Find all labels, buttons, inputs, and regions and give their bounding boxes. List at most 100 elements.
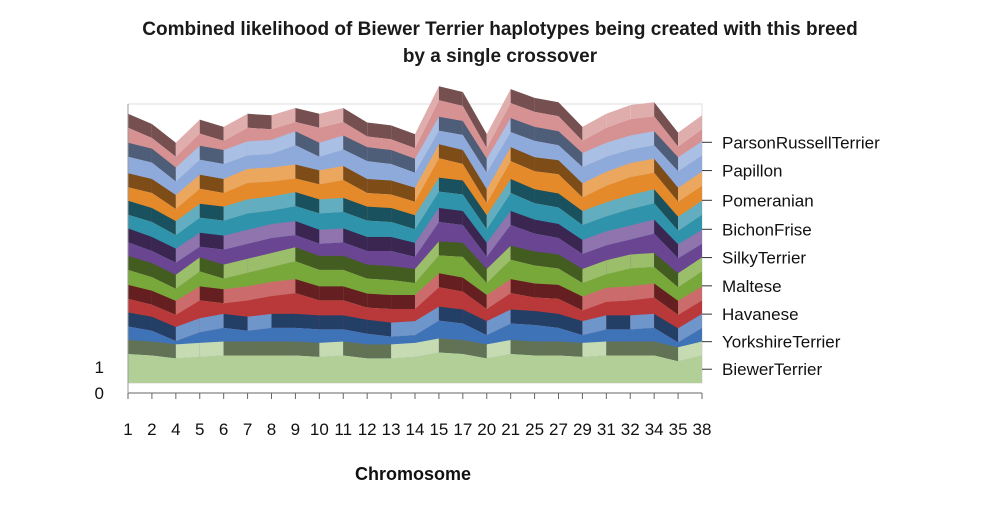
series-yorkshireterrier-top-segment-11 — [343, 315, 368, 334]
series-bichonfrise-top-segment-9 — [295, 192, 320, 214]
legend-label-havanese: Havanese — [722, 305, 799, 324]
x-tick-label-6: 6 — [219, 420, 228, 439]
series-maltese-top-segment-6 — [223, 258, 248, 279]
series-yorkshireterrier-top-segment-15 — [438, 306, 463, 324]
series-maltese-top-segment-5 — [199, 257, 224, 279]
series-bichonfrise-top-segment-29 — [582, 202, 607, 225]
series-biewerterrier-top-segment-4 — [175, 342, 200, 359]
series-papillon-top-segment-6 — [223, 141, 248, 165]
series-bichonfrise-top-segment-20 — [486, 179, 511, 230]
series-havanese-top-segment-17 — [462, 277, 487, 310]
series-bichonfrise-top-segment-7 — [247, 196, 272, 214]
series-silkyterrier-top-segment-9 — [295, 221, 320, 244]
series-yorkshireterrier-top-segment-1 — [128, 312, 152, 331]
series-papillon-top-segment-4 — [175, 145, 200, 182]
series-parsonrussellterrier-top-segment-34 — [654, 102, 679, 147]
series-havanese-top-segment-31 — [606, 286, 631, 302]
series-papillon-top-segment-10 — [319, 135, 344, 157]
series-parsonrussellterrier-top-segment-15 — [438, 86, 463, 107]
x-tick-label-15: 15 — [429, 420, 448, 439]
series-maltese-top-segment-2 — [151, 263, 176, 289]
series-pomeranian-top-segment-6 — [223, 168, 248, 194]
series-havanese-top-segment-7 — [247, 282, 272, 301]
series-papillon-top-segment-15 — [438, 116, 463, 136]
series-yorkshireterrier-top-segment-9 — [295, 313, 320, 330]
series-maltese-top-segment-8 — [271, 247, 296, 267]
series-pomeranian-top-segment-32 — [630, 158, 655, 178]
series-havanese-top-segment-14 — [415, 273, 439, 310]
series-maltese — [128, 241, 702, 315]
series-parsonrussellterrier-top-segment-1 — [128, 113, 152, 138]
series-pomeranian-top-segment-11 — [343, 166, 368, 194]
series-maltese-top-segment-34 — [654, 253, 679, 288]
series-biewerterrier-top-segment-27 — [558, 341, 583, 357]
series-silkyterrier-top-segment-29 — [582, 231, 607, 254]
series-pomeranian-top-segment-21 — [510, 147, 535, 172]
plot-area — [127, 86, 703, 384]
series-pomeranian-top-segment-10 — [319, 166, 344, 185]
series-bichonfrise-top-segment-2 — [151, 208, 176, 236]
series-pomeranian-top-segment-5 — [199, 174, 224, 194]
y-tick-label-0: 0 — [95, 384, 104, 403]
series-pomeranian-top-segment-7 — [247, 167, 272, 183]
series-bichonfrise-top-segment-35 — [678, 200, 702, 231]
series-bichonfrise-top-segment-11 — [343, 197, 368, 221]
series-biewerterrier-top-segment-14 — [415, 338, 439, 357]
series-biewerterrier-top-segment-5 — [199, 341, 224, 357]
series-papillon-top-segment-14 — [415, 116, 439, 173]
series-maltese-top-segment-17 — [462, 242, 487, 283]
series-maltese-area — [128, 255, 702, 315]
series-havanese-top-segment-27 — [558, 284, 583, 311]
series-biewerterrier-area — [128, 352, 702, 383]
series-yorkshireterrier-top-segment-31 — [606, 315, 631, 330]
series-papillon-top-segment-34 — [654, 131, 679, 172]
series-yorkshireterrier-top-segment-17 — [462, 309, 487, 336]
series-pomeranian — [128, 144, 702, 236]
series-pomeranian-top-segment-1 — [128, 173, 152, 194]
series-havanese-top-segment-12 — [367, 293, 392, 310]
series-parsonrussellterrier-top-segment-5 — [199, 119, 224, 141]
series-bichonfrise-top-segment-31 — [606, 195, 631, 217]
x-tick-label-12: 12 — [358, 420, 377, 439]
series-papillon-top-segment-12 — [367, 147, 392, 165]
series-papillon-top-segment-7 — [247, 139, 272, 156]
series-bichonfrise — [128, 177, 702, 263]
series-havanese-top-segment-34 — [654, 283, 679, 315]
series-papillon-top-segment-5 — [199, 145, 224, 165]
series-yorkshireterrier-top-segment-21 — [510, 309, 535, 325]
x-tick-label-13: 13 — [382, 420, 401, 439]
legend: ParsonRussellTerrier Papillon Pomeranian Bi… — [702, 133, 880, 379]
series-havanese-top-segment-13 — [391, 295, 415, 310]
x-tick-label-21: 21 — [501, 420, 520, 439]
series-papillon-top-segment-20 — [486, 118, 511, 173]
x-tick-label-38: 38 — [693, 420, 712, 439]
series-bichonfrise-top-segment-15 — [438, 177, 463, 195]
series-papillon — [128, 116, 702, 209]
series-havanese — [128, 273, 702, 343]
series-bichonfrise-top-segment-14 — [415, 177, 439, 230]
x-tick-label-31: 31 — [597, 420, 616, 439]
x-tick-label-17: 17 — [453, 420, 472, 439]
series-yorkshireterrier-top-segment-12 — [367, 319, 392, 337]
series-papillon-top-segment-31 — [606, 135, 631, 157]
x-tick-label-2: 2 — [147, 420, 156, 439]
series-silkyterrier — [128, 208, 702, 289]
x-tick-label-8: 8 — [267, 420, 276, 439]
series-papillon-top-segment-27 — [558, 131, 583, 167]
series-parsonrussellterrier-top-segment-2 — [151, 123, 176, 157]
series-pomeranian-top-segment-25 — [534, 157, 559, 175]
series-biewerterrier-top-segment-35 — [678, 341, 702, 362]
series-parsonrussellterrier-top-segment-21 — [510, 89, 535, 112]
series-parsonrussellterrier-top-segment-32 — [630, 102, 655, 120]
series-parsonrussellterrier-top-segment-4 — [175, 119, 200, 157]
series-pomeranian-area — [128, 158, 702, 236]
series-pomeranian-top-segment-4 — [175, 174, 200, 209]
series-yorkshireterrier-top-segment-14 — [415, 306, 439, 336]
series-silkyterrier-top-segment-11 — [343, 228, 368, 252]
series-bichonfrise-top-segment-27 — [558, 193, 583, 225]
series-papillon-top-segment-32 — [630, 131, 655, 150]
series-pomeranian-top-segment-20 — [486, 147, 511, 204]
series-pomeranian-top-segment-9 — [295, 164, 320, 185]
series-havanese-area — [128, 287, 702, 343]
series-biewerterrier-top-segment-11 — [343, 341, 368, 359]
